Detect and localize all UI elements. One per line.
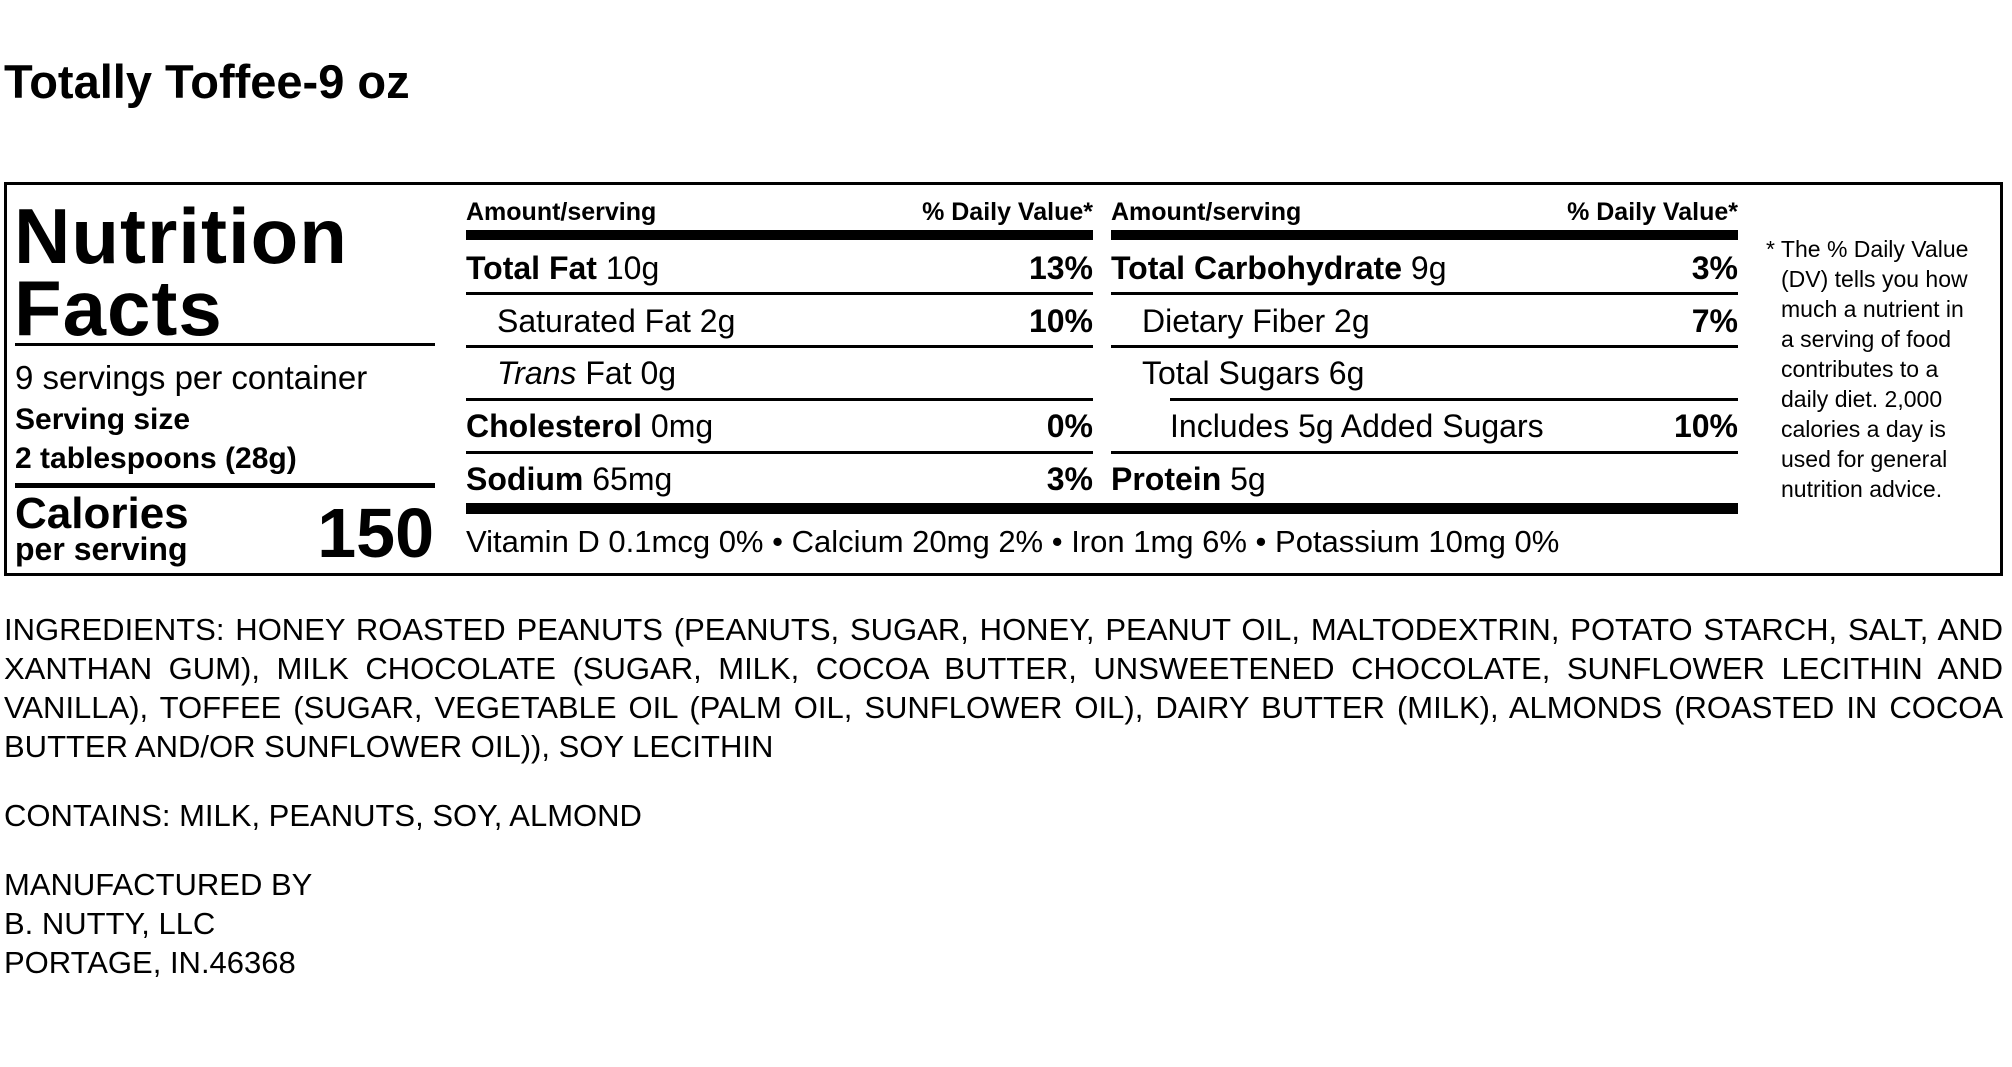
nutrient-amount: 0mg: [650, 408, 714, 444]
divider: [466, 345, 1093, 348]
nutrient-row: Includes 5g Added Sugars 10%: [1170, 406, 1738, 446]
divider: [466, 292, 1093, 295]
calories-per-serving-label: per serving: [15, 531, 188, 567]
nutrient-amount: 65mg: [592, 461, 673, 497]
nutrient-name: Protein: [1111, 461, 1222, 497]
ingredients-text: INGREDIENTS: HONEY ROASTED PEANUTS (PEAN…: [4, 612, 2003, 764]
daily-value-footnote-line: a serving of food: [1781, 326, 1952, 352]
nutrition-facts-label: [4, 182, 2003, 576]
daily-value-footnote-line: (DV) tells you how: [1781, 266, 1968, 292]
daily-value-footnote-line: daily diet. 2,000: [1781, 386, 1943, 412]
servings-per-container: 9 servings per container: [15, 359, 368, 396]
divider: [15, 483, 435, 488]
amount-per-serving-header: Amount/serving: [466, 198, 657, 226]
daily-value-footnote-line: contributes to a: [1781, 356, 1939, 382]
thick-divider: [466, 503, 1738, 514]
nutrient-name: Saturated Fat: [497, 303, 691, 339]
serving-size-value: 2 tablespoons (28g): [15, 442, 297, 475]
calories-label: Calories: [15, 489, 189, 538]
nutrient-name: Total Sugars: [1142, 355, 1320, 391]
nutrient-name: Total Fat: [466, 250, 597, 286]
nutrient-row: Total Carbohydrate 9g 3%: [1111, 248, 1738, 288]
nutrient-row: Sodium 65mg 3%: [466, 459, 1093, 499]
nutrient-name: Trans: [497, 355, 577, 391]
daily-value-footnote-line: nutrition advice.: [1781, 476, 1943, 502]
nutrient-amount: 6g: [1328, 355, 1365, 391]
daily-value-percent: 3%: [1691, 250, 1738, 286]
divider: [466, 398, 1093, 401]
thick-divider: [466, 230, 1093, 240]
nutrient-amount: 0g: [640, 355, 677, 391]
nutrition-heading: Nutrition: [14, 192, 348, 280]
vitamins-minerals-line: Vitamin D 0.1mcg 0% • Calcium 20mg 2% • …: [466, 524, 1560, 559]
manufacturer-address: PORTAGE, IN.46368: [4, 945, 296, 980]
divider: [1170, 398, 1738, 401]
nutrient-amount: 2g: [699, 303, 736, 339]
nutrient-name: Total Carbohydrate: [1111, 250, 1402, 286]
nutrient-amount: 10g: [605, 250, 660, 286]
nutrient-row: Dietary Fiber 2g 7%: [1142, 301, 1738, 341]
facts-heading: Facts: [14, 264, 223, 352]
divider: [15, 343, 435, 346]
daily-value-percent: 13%: [1028, 250, 1093, 286]
daily-value-footnote-line: used for general: [1781, 446, 1948, 472]
nutrient-amount: 2g: [1334, 303, 1370, 339]
daily-value-percent: 7%: [1691, 303, 1738, 339]
nutrient-row: Total Fat 10g 13%: [466, 248, 1093, 288]
calories-value: 150: [317, 494, 434, 572]
daily-value-footnote-line: * The % Daily Value: [1766, 236, 1969, 262]
contains-allergens: CONTAINS: MILK, PEANUTS, SOY, ALMOND: [4, 798, 642, 833]
nutrient-amount: 5g: [1230, 461, 1266, 497]
serving-size-label: Serving size: [15, 403, 191, 436]
daily-value-percent: 0%: [1046, 408, 1093, 444]
divider: [1111, 451, 1738, 454]
divider: [1111, 345, 1738, 348]
nutrient-amount: 9g: [1410, 250, 1447, 286]
thick-divider: [1111, 230, 1738, 240]
manufacturer-name: B. NUTTY, LLC: [4, 906, 216, 941]
nutrient-row: Total Sugars 6g: [1142, 353, 1738, 393]
nutrient-row: Trans Fat 0g: [497, 353, 1093, 393]
daily-value-header: % Daily Value*: [1567, 198, 1738, 226]
daily-value-percent: 3%: [1046, 461, 1093, 497]
nutrient-row: Saturated Fat 2g 10%: [497, 301, 1093, 341]
daily-value-footnote-line: calories a day is: [1781, 416, 1946, 442]
product-title: Totally Toffee-9 oz: [4, 55, 410, 108]
daily-value-footnote-line: much a nutrient in: [1781, 296, 1964, 322]
daily-value-header: % Daily Value*: [922, 198, 1093, 226]
nutrient-row: Protein 5g: [1111, 459, 1738, 499]
nutrient-name: Dietary Fiber: [1142, 303, 1326, 339]
nutrient-name: Sodium: [466, 461, 584, 497]
amount-per-serving-header: Amount/serving: [1111, 198, 1302, 226]
nutrient-name: Includes 5g Added Sugars: [1170, 408, 1544, 444]
nutrient-name-suffix: Fat: [585, 355, 632, 391]
divider: [466, 451, 1093, 454]
nutrient-name: Cholesterol: [466, 408, 643, 444]
divider: [1111, 292, 1738, 295]
nutrient-row: Cholesterol 0mg 0%: [466, 406, 1093, 446]
daily-value-percent: 10%: [1028, 303, 1093, 339]
manufacturer-line1: MANUFACTURED BY: [4, 867, 313, 902]
daily-value-percent: 10%: [1673, 408, 1738, 444]
